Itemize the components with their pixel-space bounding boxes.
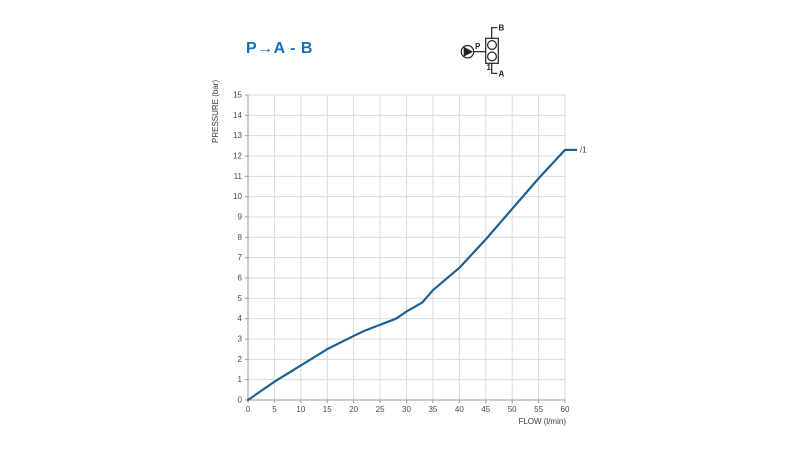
port-b-label: B [499, 24, 505, 33]
x-tick-label: 40 [455, 405, 464, 414]
y-tick-label: 9 [238, 213, 243, 222]
y-tick-label: 7 [238, 253, 243, 262]
x-tick-label: 0 [246, 405, 251, 414]
y-tick-label: 12 [233, 152, 242, 161]
line-to-port-a [491, 63, 498, 74]
port-p-label: P [475, 42, 481, 51]
chart-grid [247, 94, 566, 401]
valve-item-label: 1 [487, 63, 492, 72]
chart-title: P→A - B [246, 40, 313, 57]
check-valve-bottom-icon [486, 51, 497, 62]
y-tick-label: 10 [233, 192, 242, 201]
x-tick-label: 20 [349, 405, 358, 414]
y-tick-label: 2 [238, 355, 243, 364]
x-tick-label: 15 [323, 405, 332, 414]
line-to-port-b [491, 27, 498, 39]
y-tick-label: 5 [238, 294, 243, 303]
chart-axes [245, 94, 566, 403]
x-tick-label: 45 [481, 405, 490, 414]
x-tick-label: 50 [508, 405, 517, 414]
port-a-label: A [499, 70, 505, 79]
x-axis-title: FLOW (l/min) [518, 417, 566, 426]
y-tick-label: 11 [234, 172, 243, 181]
chart-tick-labels: 0 5 10 15 20 25 30 35 40 45 50 55 600123456789101112… [233, 91, 570, 415]
pressure-flow-curve [246, 148, 567, 402]
y-tick-label: 4 [238, 314, 243, 323]
y-tick-label: 1 [238, 375, 243, 384]
pump-triangle-icon [463, 46, 473, 57]
y-tick-label: 0 [238, 396, 243, 405]
x-tick-label: 10 [296, 405, 305, 414]
y-tick-label: 14 [233, 111, 242, 120]
x-tick-label: 25 [376, 405, 385, 414]
y-tick-label: 13 [233, 131, 242, 140]
x-tick-label: 60 [561, 405, 570, 414]
x-tick-label: 30 [402, 405, 411, 414]
x-tick-label: 35 [428, 405, 437, 414]
y-tick-label: 15 [233, 91, 242, 100]
y-tick-label: 3 [238, 335, 243, 344]
y-axis-title: PRESSURE (bar) [211, 80, 220, 143]
hydraulic-valve-symbol: P B A 1 [460, 24, 505, 79]
x-tick-label: 5 [272, 405, 277, 414]
pump-icon [460, 44, 475, 59]
y-tick-label: 6 [238, 274, 243, 283]
x-tick-label: 55 [534, 405, 543, 414]
y-tick-label: 8 [238, 233, 243, 242]
check-valve-top-icon [486, 39, 497, 50]
curve-annotation-label: /1 [580, 145, 587, 154]
